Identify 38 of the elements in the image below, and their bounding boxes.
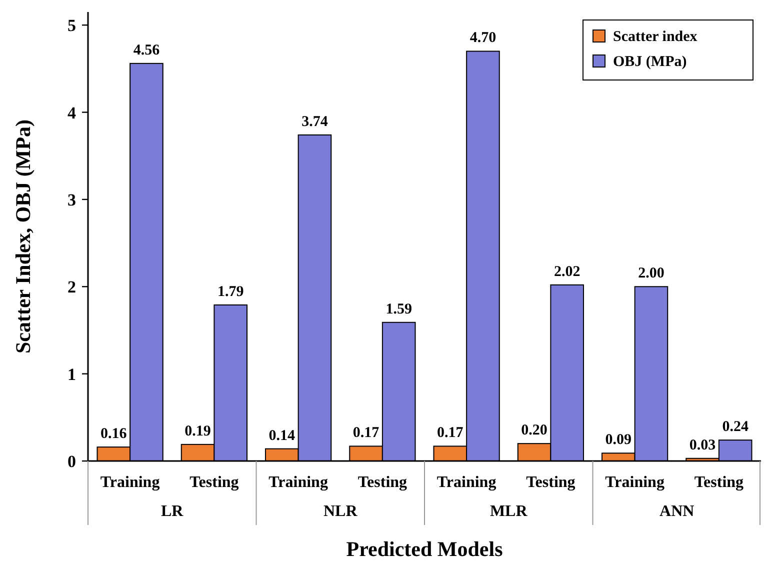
x-tick-label: Training <box>605 474 664 491</box>
data-label: 1.59 <box>386 301 412 318</box>
x-tick-label: Training <box>100 474 160 491</box>
x-tick-label: Testing <box>190 474 239 491</box>
data-label: 0.24 <box>722 419 749 436</box>
data-label: 0.09 <box>605 432 632 448</box>
y-axis-title: Scatter Index, OBJ (MPa) <box>11 119 35 354</box>
x-axis-title: Predicted Models <box>346 537 503 561</box>
data-label: 0.19 <box>184 423 211 440</box>
y-tick-label: 2 <box>68 278 76 297</box>
text: MLR <box>490 503 528 520</box>
data-label: 3.74 <box>302 114 328 130</box>
data-label: 2.00 <box>638 266 664 282</box>
x-tick-label: Training <box>436 474 496 491</box>
legend-label: Scatter index <box>613 29 698 45</box>
y-tick-label: 0 <box>68 452 76 471</box>
text: ANN <box>660 503 695 520</box>
data-label: 0.17 <box>437 425 464 442</box>
data-label: 1.79 <box>217 284 244 300</box>
data-label: 4.70 <box>470 30 496 46</box>
data-label: 0.03 <box>689 437 716 454</box>
y-tick-label: 5 <box>68 16 76 36</box>
legend-label: OBJ (MPa) <box>613 54 687 70</box>
text: LR <box>161 503 184 520</box>
y-tick-label: 4 <box>68 103 76 122</box>
data-label: 2.02 <box>554 264 580 280</box>
x-tick-label: Testing <box>694 474 744 491</box>
data-label: 0.17 <box>352 425 380 442</box>
data-label: 0.20 <box>521 422 548 439</box>
text: NLR <box>323 503 358 520</box>
x-tick-label: Training <box>268 474 328 491</box>
data-label: 0.14 <box>268 428 296 444</box>
y-tick-label: 3 <box>68 190 76 210</box>
y-tick-label: 1 <box>68 364 76 384</box>
x-tick-label: Testing <box>526 474 576 491</box>
x-tick-label: Testing <box>358 474 408 491</box>
data-label: 4.56 <box>133 42 160 58</box>
data-label: 0.16 <box>100 426 128 442</box>
